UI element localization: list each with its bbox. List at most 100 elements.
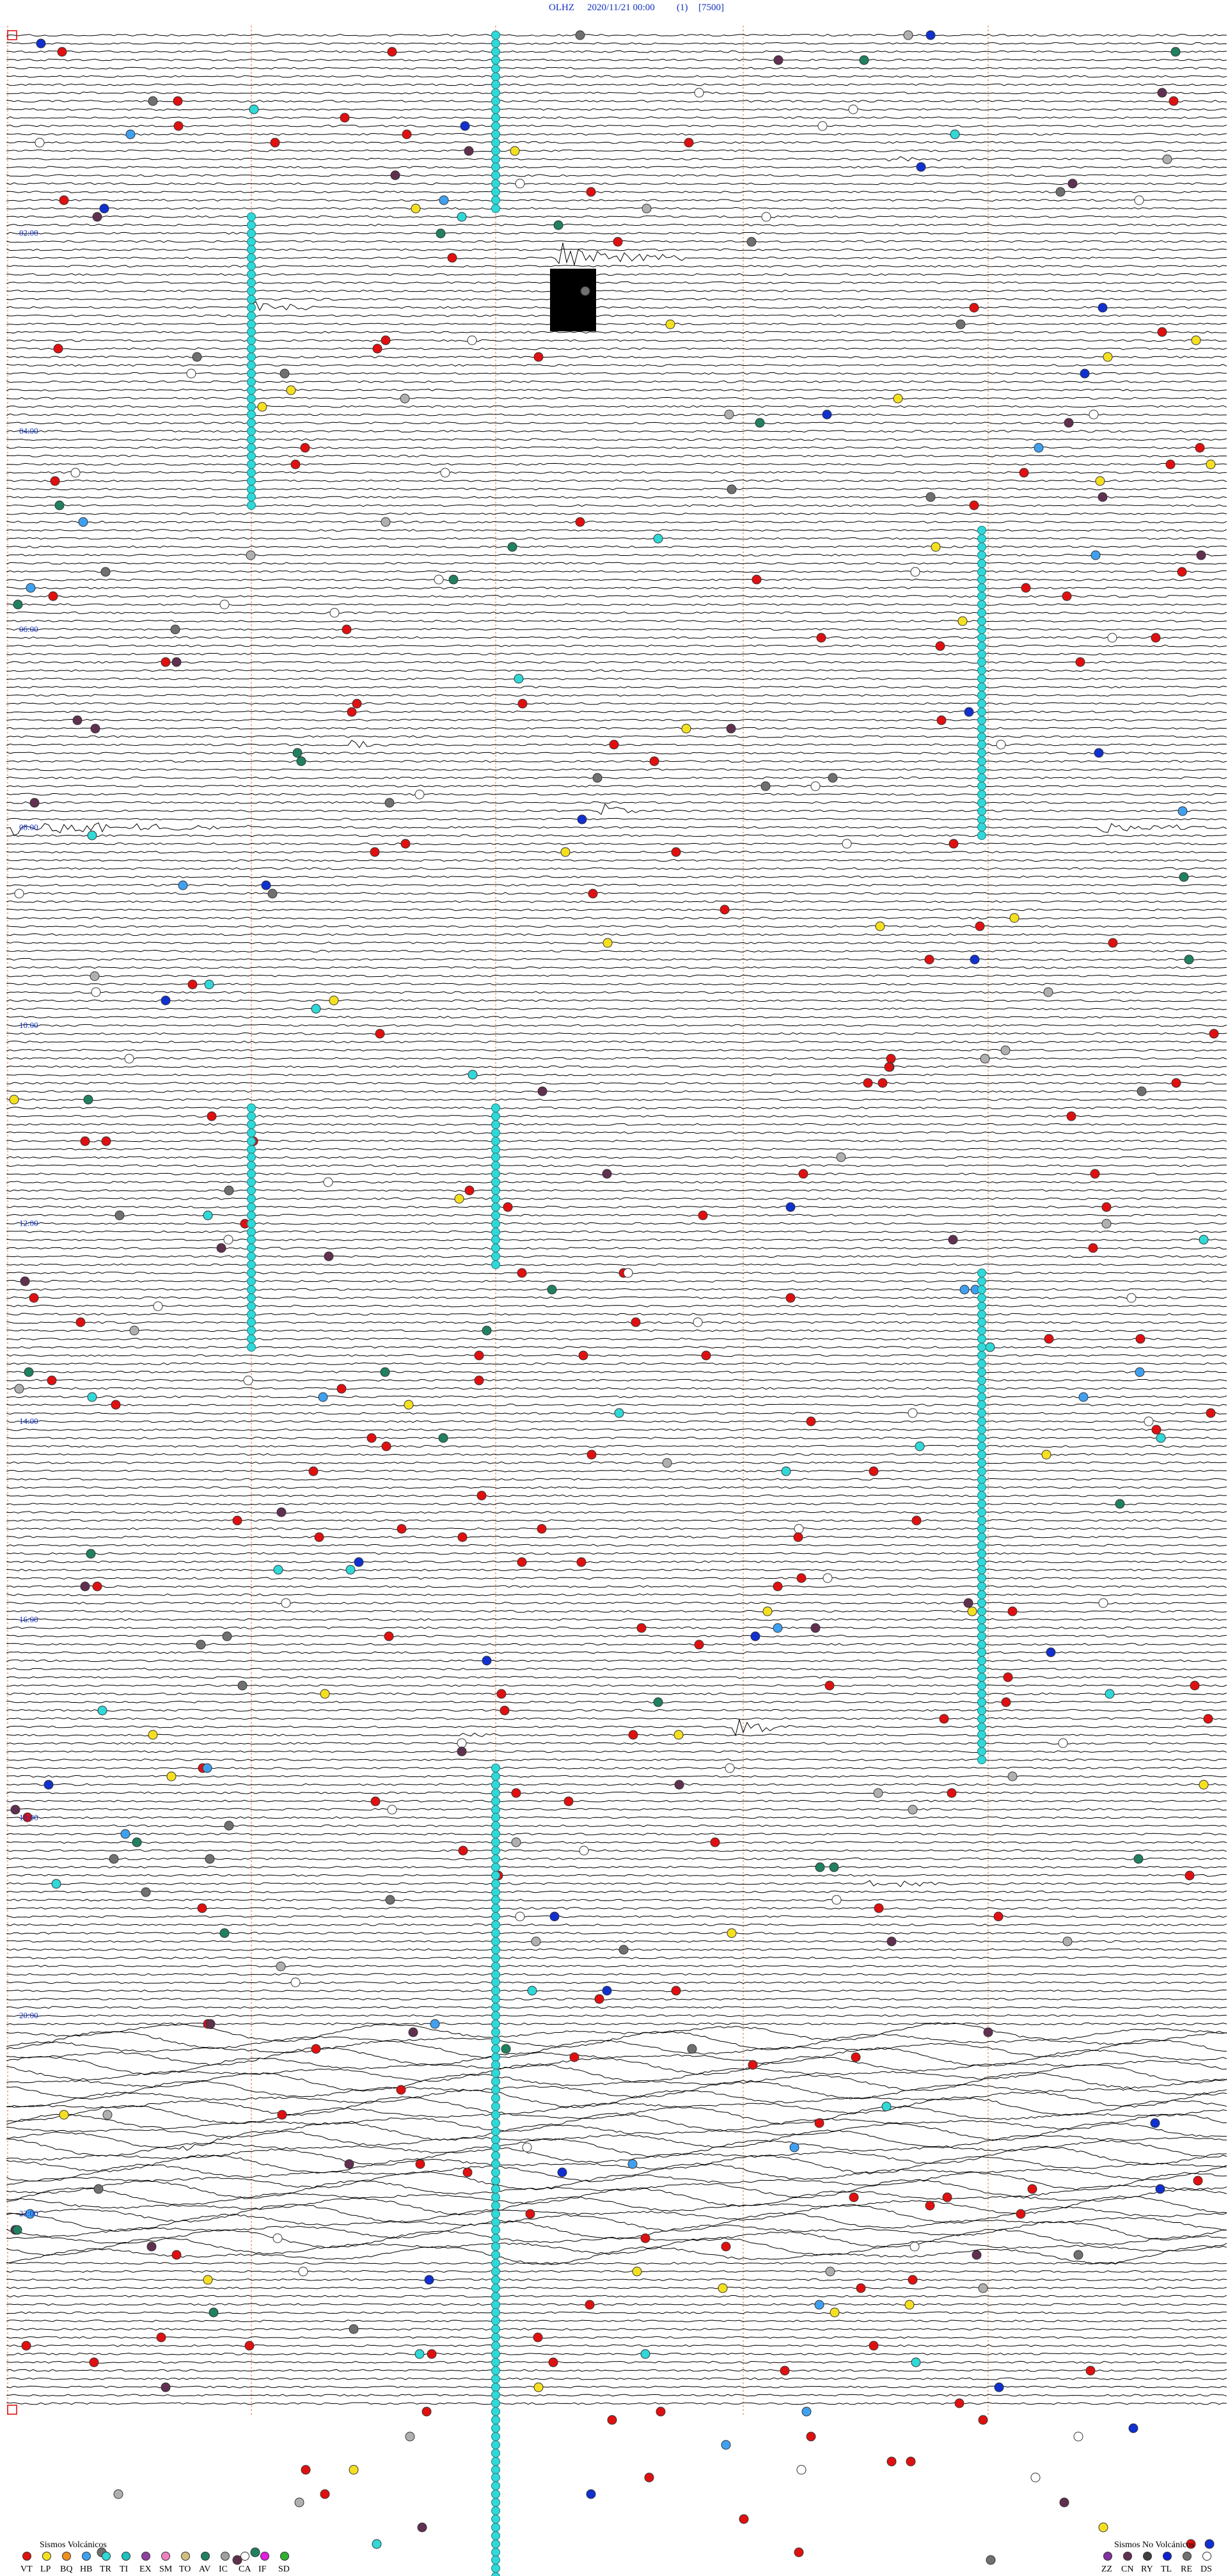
event-marker	[161, 995, 171, 1006]
event-marker	[830, 2307, 840, 2318]
tremor-marker	[977, 567, 986, 576]
event-marker	[1199, 1235, 1209, 1245]
event-marker	[1105, 1689, 1115, 1699]
tremor-marker	[977, 1384, 986, 1393]
trace	[6, 1626, 1227, 1629]
event-marker	[349, 2465, 359, 2475]
trace	[6, 1189, 1227, 1192]
tremor-marker	[247, 369, 256, 378]
tremor-marker	[491, 2572, 500, 2576]
event-marker	[384, 1631, 394, 1641]
event-marker	[823, 1573, 833, 1583]
event-marker	[440, 468, 450, 478]
event-marker	[87, 1392, 97, 1402]
tremor-marker	[491, 2110, 500, 2119]
trace	[6, 1700, 1227, 1703]
tremor-marker	[247, 1268, 256, 1277]
trace	[6, 570, 1227, 573]
trace	[6, 248, 1227, 251]
tremor-marker	[977, 650, 986, 659]
tremor-marker	[491, 2515, 500, 2524]
event-marker	[1155, 2184, 1165, 2194]
tremor-marker	[491, 2564, 500, 2573]
tremor-marker	[491, 1252, 500, 1261]
tremor-marker	[977, 1640, 986, 1649]
event-marker	[1179, 872, 1189, 882]
legend-code: LP	[40, 2564, 51, 2574]
trace	[6, 33, 1227, 37]
event-marker	[1169, 96, 1179, 106]
event-marker	[300, 443, 310, 453]
event-marker	[948, 1235, 958, 1245]
legend-swatch	[62, 2552, 71, 2561]
date: 2020/11/21 00:00	[587, 3, 655, 13]
event-marker	[893, 393, 903, 404]
event-marker	[223, 1235, 233, 1245]
event-marker	[476, 1490, 487, 1501]
tremor-marker	[491, 2250, 500, 2259]
event-marker	[560, 847, 571, 857]
trace	[6, 1370, 1227, 1373]
tremor-marker	[491, 179, 500, 188]
trace	[6, 2385, 1227, 2389]
trace	[6, 1436, 1227, 1439]
event-marker	[794, 1524, 804, 1534]
tremor-marker	[977, 1664, 986, 1673]
tremor-marker	[491, 1838, 500, 1847]
event-marker	[911, 1515, 922, 1526]
event-marker	[458, 1845, 468, 1856]
tremor-marker	[491, 2143, 500, 2152]
event-marker	[725, 1763, 735, 1773]
event-marker	[75, 1317, 86, 1327]
event-marker	[161, 2382, 171, 2392]
trace	[6, 1783, 1227, 1786]
trace	[6, 2245, 1227, 2265]
event-marker	[507, 542, 517, 552]
event-marker	[272, 2233, 283, 2243]
tremor-marker	[977, 1632, 986, 1641]
event-marker	[232, 2555, 242, 2565]
tremor-marker	[491, 2218, 500, 2227]
tremor-marker	[247, 477, 256, 486]
event-marker	[576, 1557, 586, 1567]
event-marker	[400, 839, 411, 849]
trace	[6, 1230, 1227, 1233]
trace	[6, 1569, 1227, 1572]
trace	[6, 908, 1227, 912]
trace	[6, 1494, 1227, 1497]
event-marker	[352, 699, 362, 709]
trace	[6, 1874, 1227, 1877]
trace	[6, 100, 1227, 103]
tremor-marker	[977, 1706, 986, 1715]
tremor-marker	[247, 320, 256, 329]
trace	[6, 182, 1227, 186]
trace	[6, 363, 1227, 367]
tremor-marker	[491, 2259, 500, 2268]
trace	[6, 710, 1227, 713]
trace	[6, 2072, 1227, 2092]
event-marker	[273, 1565, 283, 1575]
trace	[6, 347, 1227, 351]
trace	[6, 479, 1227, 482]
tremor-marker	[977, 765, 986, 774]
tremor-marker	[977, 1293, 986, 1302]
tremor-marker	[491, 1920, 500, 1929]
event-marker	[569, 2052, 579, 2062]
event-marker	[482, 1655, 492, 1666]
tremor-marker	[491, 2127, 500, 2136]
event-marker	[575, 517, 585, 527]
tremor-marker	[491, 1203, 500, 1212]
time-label: 06:00	[19, 624, 38, 634]
trace	[6, 430, 1227, 433]
trace	[6, 718, 1227, 722]
event-marker	[674, 1780, 684, 1790]
trace	[6, 1304, 1227, 1308]
trace	[6, 2056, 1227, 2076]
trace	[6, 1082, 1227, 1085]
event-marker	[956, 319, 966, 329]
event-marker	[89, 2357, 99, 2367]
tremor-marker	[247, 1302, 256, 1311]
trace	[6, 1956, 1227, 1959]
tremor-marker	[247, 468, 256, 477]
